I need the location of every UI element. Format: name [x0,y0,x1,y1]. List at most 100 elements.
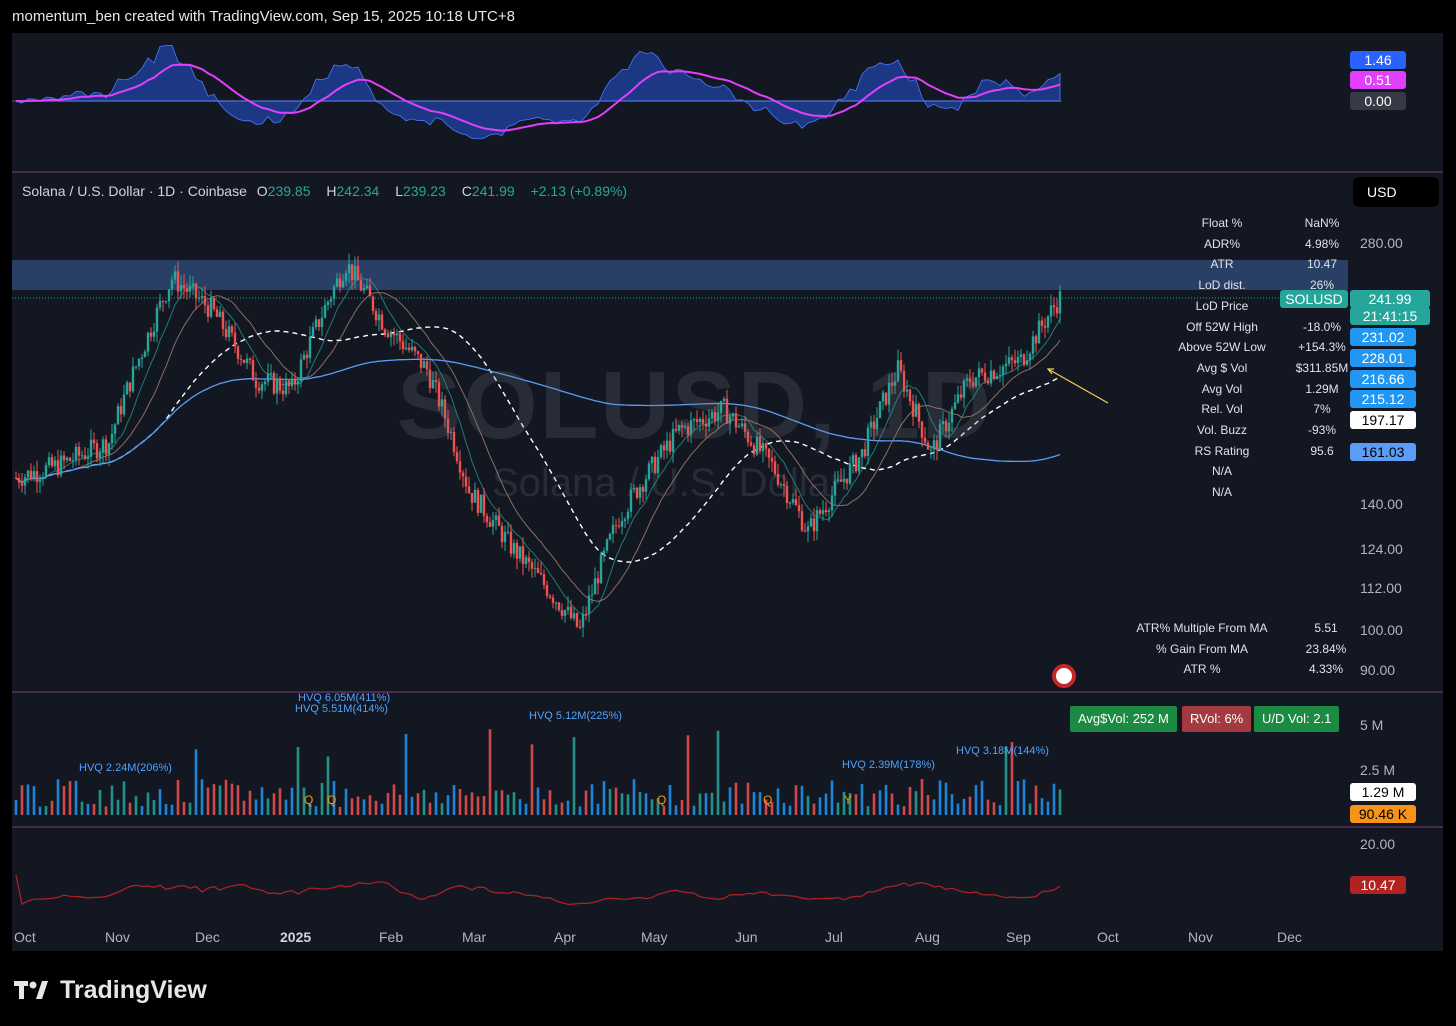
ticker-legend[interactable]: Solana / U.S. Dollar · 1D · Coinbase O23… [22,183,633,199]
volume-bar [326,756,330,815]
atr-stats-label: ATR % [1183,662,1221,677]
volume-bars [14,729,1062,815]
candle-body [881,392,885,402]
volume-bar [464,795,468,815]
candle-body [560,610,564,616]
candle-body [374,311,378,321]
candle-body [362,287,366,291]
candle-body [293,378,297,385]
price-axis-label: 100.00 [1360,622,1403,638]
volume-bar [374,800,378,815]
stats-label: ADR% [1203,236,1240,251]
volume-bar [926,795,930,815]
stats-label: ATR [1210,257,1234,272]
candle-body [782,484,786,486]
price-axis-label: 124.00 [1360,541,1403,557]
candle-body [665,440,669,451]
candle-body [65,457,69,461]
candle-body [14,477,18,479]
price-axis-label: 280.00 [1360,235,1403,251]
volume-bar [26,784,30,815]
candlestick-series [14,253,1062,638]
candle-body [545,584,549,596]
candle-body [908,389,912,402]
volume-bar [170,804,174,815]
volume-bar [878,790,882,815]
ohlc-low: L239.23 [395,183,452,199]
candle-body [785,485,789,503]
candle-body [365,285,369,288]
candle-body [425,361,429,370]
volume-bar [524,803,528,815]
volume-bar [998,805,1002,815]
candle-body [341,281,345,288]
volume-bar [188,802,192,815]
volume-bar [554,804,558,815]
volume-bar [584,790,588,815]
time-axis-label: 2025 [280,929,312,945]
candle-body [1007,357,1011,364]
candle-body [1001,366,1005,376]
volume-bar [920,779,924,815]
volume-bar [680,799,684,815]
candle-body [923,437,927,443]
volume-bar [494,790,498,815]
stats-label: Off 52W High [1186,319,1258,334]
candle-body [146,332,150,352]
candle-body [656,457,660,473]
candle-body [950,408,954,423]
stats-value: 10.47 [1306,257,1338,272]
candle-body [1058,291,1062,314]
candle-body [398,333,402,342]
volume-bar [992,802,996,815]
price-axis-label: 112.00 [1360,580,1402,596]
candle-body [314,319,318,328]
candle-body [956,394,960,403]
candle-body [818,510,822,514]
candle-body [41,476,45,480]
chart-canvas[interactable] [12,33,1443,951]
candle-body [62,455,66,461]
candle-body [704,423,708,427]
candle-body [752,445,756,455]
candle-body [1010,357,1014,361]
candle-body [536,567,540,573]
earnings-marker: Y [844,793,853,807]
candle-body [353,266,357,281]
candle-body [236,346,240,359]
candle-body [563,610,567,616]
candle-body [224,328,228,337]
candle-body [500,525,504,543]
candle-body [821,509,825,514]
candle-body [155,307,159,332]
candle-body [461,472,465,477]
candle-body [746,431,750,443]
earnings-marker: Q [327,793,337,807]
time-axis-label: Aug [915,929,940,945]
ma-21-line [15,292,1061,603]
candle-body [803,530,807,532]
ohlc-open: O239.85 [257,183,317,199]
candle-body [776,473,780,485]
time-axis-label: Feb [379,929,404,945]
volume-bar [758,792,762,815]
volume-bar [302,787,306,815]
candle-body [158,300,162,308]
candle-body [287,380,291,387]
volume-bar [752,792,756,815]
volume-bar [812,803,816,815]
candle-body [992,370,996,380]
candle-body [875,417,879,430]
candle-body [977,368,981,378]
candle-body [773,461,777,474]
currency-button[interactable]: USD [1353,177,1439,207]
candle-body [77,446,81,456]
volume-bar [884,784,888,815]
candle-body [140,357,144,359]
volume-bar [854,794,858,815]
volume-bar [1040,798,1044,815]
candle-body [404,347,408,350]
stats-label: N/A [1211,485,1232,500]
label-l: L [395,183,404,199]
volume-bar [446,795,450,815]
